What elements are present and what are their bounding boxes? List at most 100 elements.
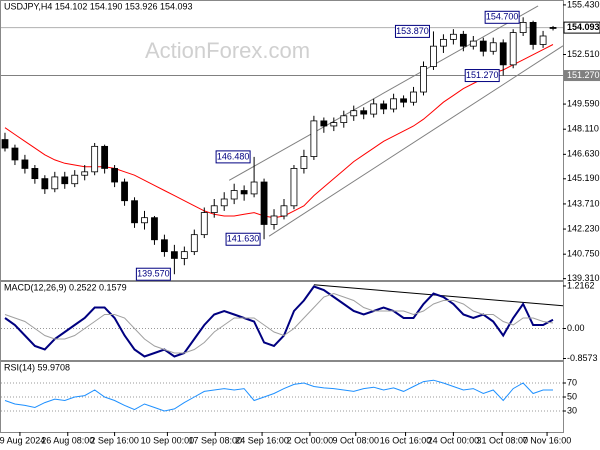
- x-tick-label: 10 Sep 00:00: [141, 435, 195, 445]
- candle-body: [31, 168, 39, 180]
- candle-body: [250, 181, 258, 195]
- series-line: [4, 285, 554, 358]
- candle-body: [210, 205, 218, 213]
- candle-body: [449, 33, 457, 40]
- y-tick-label: 155.430: [567, 0, 600, 9]
- candle-body: [489, 42, 497, 52]
- panel-title: RSI(14) 59.9708: [4, 362, 70, 372]
- candle-body: [260, 181, 268, 225]
- candle-body: [190, 234, 198, 253]
- candle-body: [180, 251, 188, 259]
- candle-body: [71, 174, 79, 185]
- x-tick-label: 16 Oct 16:00: [380, 435, 432, 445]
- candle-body: [310, 120, 318, 157]
- price-label: 153.870: [396, 26, 429, 36]
- candle-body: [440, 38, 447, 47]
- candle-body: [499, 42, 507, 66]
- price-label: 146.480: [217, 151, 250, 161]
- panel-frame: [0, 361, 564, 433]
- y-tick-label: 149.590: [567, 98, 600, 108]
- x-tick-label: 31 Oct 08:00: [476, 435, 528, 445]
- candle-body: [61, 176, 69, 185]
- x-tick-label: 24 Oct 00:00: [428, 435, 480, 445]
- candle-body: [330, 122, 338, 127]
- candle-body: [240, 190, 248, 195]
- y-tick-label: 152.510: [567, 49, 600, 59]
- candle-body: [81, 171, 89, 176]
- candle-body: [290, 168, 298, 207]
- candle-body: [410, 91, 417, 103]
- y-tick-label: 148.110: [567, 124, 599, 134]
- price-label: 141.630: [227, 234, 260, 244]
- price-label: 139.570: [137, 269, 170, 279]
- last-price-box: [563, 21, 600, 34]
- candle-body: [151, 217, 158, 241]
- candle-body: [420, 66, 427, 93]
- panel-frame: [0, 281, 564, 361]
- candle-body: [430, 45, 437, 67]
- price-label: 151.270: [466, 70, 499, 80]
- x-tick-label: 19 Aug 2024: [0, 435, 45, 445]
- candle-body: [270, 215, 278, 225]
- candle-body: [220, 198, 228, 207]
- candle-body: [390, 98, 398, 110]
- candle-body: [459, 33, 467, 47]
- y-tick-label: 70: [567, 377, 577, 387]
- x-tick-label: 24 Sep 16:00: [235, 435, 289, 445]
- panel-title: USDJPY,H4 154.102 154.190 153.926 154.09…: [4, 1, 193, 11]
- candle-body: [340, 115, 348, 123]
- trendline: [228, 5, 539, 181]
- price-label-box: [464, 69, 500, 83]
- candle-body: [1, 139, 9, 149]
- hline-label: 151.270: [567, 70, 600, 80]
- x-tick-label: 2 Oct 00:00: [287, 435, 334, 445]
- price-label-box: [215, 150, 251, 164]
- trendline: [268, 45, 564, 237]
- candle-body: [131, 200, 138, 224]
- candle-body: [360, 110, 368, 115]
- y-tick-label: 142.230: [567, 223, 600, 233]
- candle-body: [539, 35, 547, 45]
- hline-label-box: [564, 70, 600, 82]
- y-tick-label: 146.630: [567, 149, 600, 159]
- candle-body: [380, 103, 388, 110]
- panel-frame: [0, 0, 564, 281]
- candle-body: [101, 145, 109, 169]
- y-tick-label: 145.190: [567, 173, 600, 183]
- series-line: [4, 292, 554, 354]
- price-label: 154.700: [486, 12, 519, 22]
- candle-body: [469, 40, 477, 47]
- y-tick-label: -0.8573: [567, 353, 598, 363]
- candle-body: [170, 251, 178, 259]
- candle-body: [230, 190, 238, 200]
- price-label-box: [135, 267, 171, 281]
- candle-body: [400, 98, 407, 103]
- candle-body: [200, 212, 208, 236]
- candle-body: [141, 217, 148, 224]
- price-label-box: [394, 24, 430, 38]
- y-tick-label: 30: [567, 405, 577, 415]
- price-label-box: [484, 10, 520, 24]
- candle-body: [350, 110, 358, 117]
- candle-body: [509, 32, 517, 66]
- watermark: ActionForex.com: [145, 38, 310, 63]
- y-tick-label: 143.710: [567, 198, 600, 208]
- candle-body: [519, 21, 527, 33]
- x-tick-label: 2 Sep 16:00: [90, 435, 139, 445]
- candle-body: [549, 27, 557, 29]
- y-tick-label: 139.310: [567, 273, 600, 283]
- candle-body: [41, 178, 49, 190]
- y-tick-label: 140.750: [567, 249, 600, 259]
- candle-body: [161, 239, 168, 253]
- candle-body: [111, 168, 118, 183]
- y-tick-label: 1.2162: [567, 280, 595, 290]
- x-tick-label: 17 Sep 08:00: [188, 435, 242, 445]
- x-tick-label: 26 Aug 08:00: [41, 435, 94, 445]
- candle-body: [300, 156, 308, 169]
- candle-body: [21, 159, 29, 169]
- price-label-box: [225, 232, 261, 246]
- panel-title: MACD(12,26,9) 0.2522 0.1579: [4, 282, 127, 292]
- candle-body: [91, 145, 99, 173]
